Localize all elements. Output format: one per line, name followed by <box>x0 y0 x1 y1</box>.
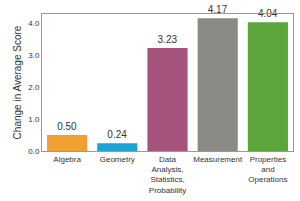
svg-text:1.0: 1.0 <box>28 115 40 124</box>
svg-text:4.17: 4.17 <box>208 4 228 15</box>
svg-text:Measurement: Measurement <box>193 155 243 164</box>
svg-text:2.0: 2.0 <box>28 83 40 92</box>
svg-text:PropertiesandOperations: PropertiesandOperations <box>248 155 287 185</box>
svg-text:0.24: 0.24 <box>107 129 127 140</box>
svg-text:Change in Average Score: Change in Average Score <box>12 25 23 139</box>
svg-text:4.04: 4.04 <box>258 8 278 19</box>
svg-text:0.0: 0.0 <box>28 147 40 156</box>
svg-text:3.23: 3.23 <box>158 34 178 45</box>
svg-text:3.0: 3.0 <box>28 51 40 60</box>
svg-text:0.50: 0.50 <box>57 121 77 132</box>
svg-text:Algebra: Algebra <box>53 155 81 164</box>
svg-text:DataAnalysis,Statistics,Probab: DataAnalysis,Statistics,Probability <box>149 155 186 195</box>
svg-text:Geometry: Geometry <box>100 155 135 164</box>
svg-text:4.0: 4.0 <box>28 19 40 28</box>
